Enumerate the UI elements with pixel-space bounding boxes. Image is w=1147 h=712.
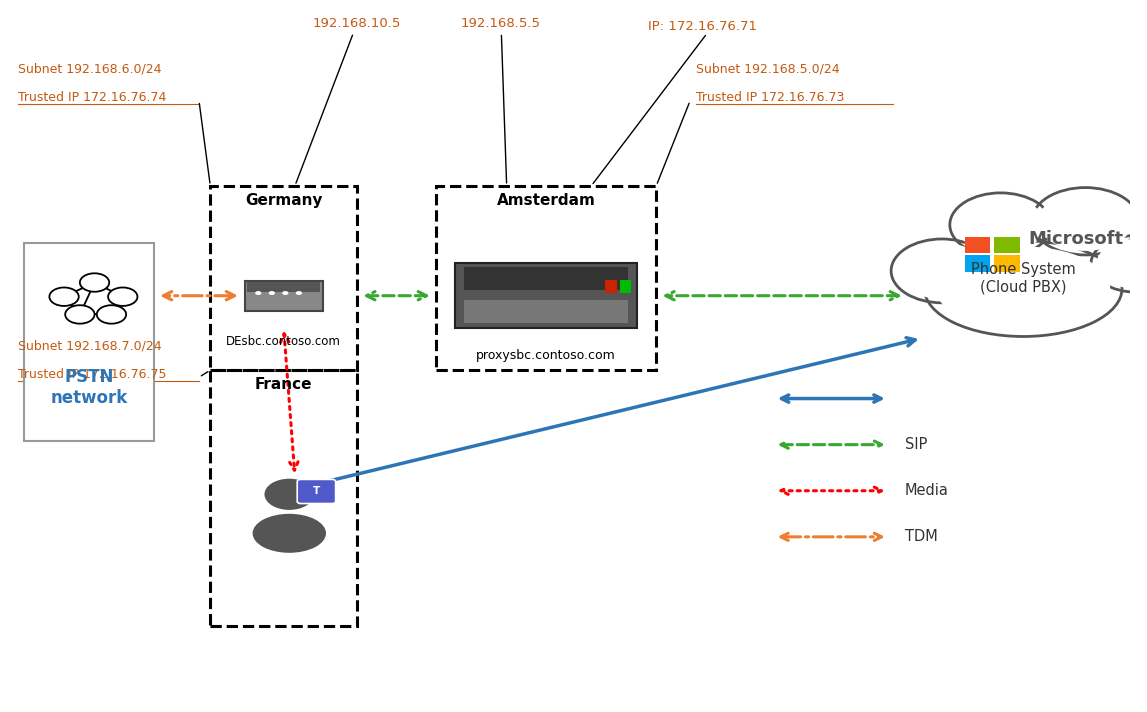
Bar (210, 186, 357, 370)
Circle shape (108, 288, 138, 306)
Circle shape (65, 305, 94, 324)
Text: Trusted IP 172.16.76.74: Trusted IP 172.16.76.74 (18, 91, 166, 104)
FancyBboxPatch shape (455, 263, 637, 328)
Bar (621, 280, 632, 293)
Bar (24, 243, 154, 441)
Text: SIP: SIP (905, 437, 927, 452)
Bar (465, 300, 629, 323)
Text: Subnet 192.168.7.0/24: Subnet 192.168.7.0/24 (18, 340, 162, 352)
Ellipse shape (955, 197, 1045, 253)
Ellipse shape (1031, 187, 1139, 255)
Text: DEsbc.contoso.com: DEsbc.contoso.com (226, 335, 341, 347)
Ellipse shape (924, 241, 1122, 337)
Ellipse shape (1091, 236, 1147, 292)
Text: proxysbc.contoso.com: proxysbc.contoso.com (476, 349, 616, 362)
Bar (965, 256, 991, 271)
Ellipse shape (252, 514, 326, 553)
Bar (993, 256, 1020, 271)
Text: Trusted IP 172.16.76.75: Trusted IP 172.16.76.75 (18, 368, 166, 381)
Ellipse shape (950, 193, 1052, 257)
Text: France: France (255, 377, 312, 392)
Text: Germany: Germany (245, 193, 322, 208)
Text: TDM: TDM (905, 529, 937, 545)
Circle shape (255, 291, 262, 295)
FancyBboxPatch shape (244, 281, 322, 310)
Text: Subnet 192.168.6.0/24: Subnet 192.168.6.0/24 (18, 63, 162, 76)
Ellipse shape (891, 239, 993, 303)
Text: T: T (313, 486, 320, 496)
Circle shape (282, 291, 289, 295)
FancyBboxPatch shape (297, 479, 336, 503)
Circle shape (49, 288, 79, 306)
Circle shape (96, 305, 126, 324)
Ellipse shape (936, 246, 1110, 331)
Bar (965, 237, 991, 253)
Circle shape (268, 291, 275, 295)
Text: Trusted IP 172.16.76.73: Trusted IP 172.16.76.73 (696, 91, 844, 104)
Ellipse shape (897, 243, 986, 299)
Text: 192.168.5.5: 192.168.5.5 (461, 17, 541, 183)
Bar (210, 370, 357, 626)
Bar (436, 186, 656, 370)
Text: IP: 172.16.76.71: IP: 172.16.76.71 (648, 21, 757, 33)
Text: Microsoft: Microsoft (1029, 230, 1124, 248)
Circle shape (80, 273, 109, 292)
Text: Phone System
(Cloud PBX): Phone System (Cloud PBX) (970, 262, 1076, 294)
Text: Media: Media (905, 483, 949, 498)
Ellipse shape (1038, 192, 1132, 251)
Circle shape (265, 478, 314, 510)
Bar (247, 282, 320, 292)
Text: PSTN
network: PSTN network (50, 368, 127, 407)
Text: Amsterdam: Amsterdam (497, 193, 595, 208)
Text: Subnet 192.168.5.0/24: Subnet 192.168.5.0/24 (696, 63, 840, 76)
Bar (993, 237, 1020, 253)
Text: 192.168.10.5: 192.168.10.5 (296, 17, 401, 183)
Ellipse shape (1097, 239, 1147, 289)
Bar (465, 267, 629, 290)
Circle shape (296, 291, 302, 295)
Bar (606, 280, 617, 293)
